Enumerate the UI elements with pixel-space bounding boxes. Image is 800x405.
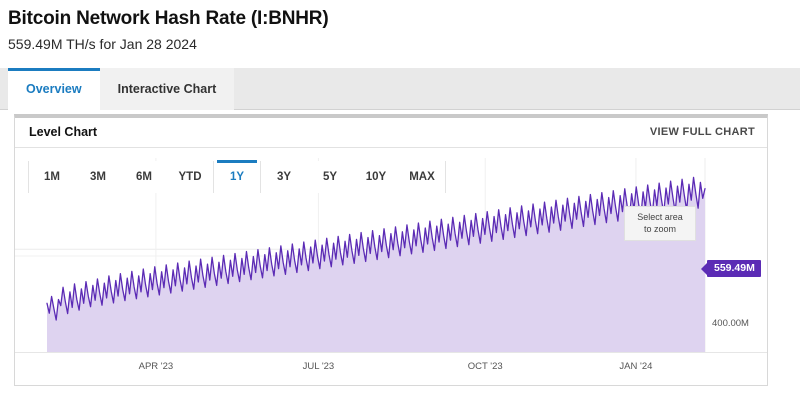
range-button-max-label: MAX <box>409 171 435 183</box>
range-button-6m[interactable]: 6M <box>121 161 167 193</box>
x-axis-tick-label: OCT '23 <box>467 361 503 372</box>
range-selector: 1M 3M 6M YTD 1Y 3Y 5Y 10Y MAX <box>28 160 446 193</box>
zoom-hint-line-2: to zoom <box>643 224 676 234</box>
hash-rate-area-chart <box>15 158 706 352</box>
view-full-chart-link[interactable]: VIEW FULL CHART <box>649 126 755 138</box>
x-axis-tick-label: APR '23 <box>138 361 174 372</box>
tab-overview[interactable]: Overview <box>8 68 100 110</box>
range-button-1m[interactable]: 1M <box>29 161 75 193</box>
range-button-ytd[interactable]: YTD <box>167 161 213 193</box>
range-button-ytd-label: YTD <box>178 171 202 183</box>
page-header: Bitcoin Network Hash Rate (I:BNHR) 559.4… <box>0 0 800 53</box>
level-chart-card: Level Chart VIEW FULL CHART APR '23 JUL '… <box>14 114 768 386</box>
range-button-10y-label: 10Y <box>365 171 387 183</box>
tab-interactive-chart[interactable]: Interactive Chart <box>99 68 235 110</box>
range-button-6m-label: 6M <box>136 171 152 183</box>
card-header: Level Chart VIEW FULL CHART <box>15 118 767 148</box>
range-button-3y-label: 3Y <box>276 171 292 183</box>
range-button-5y[interactable]: 5Y <box>307 161 353 193</box>
x-axis-tick-label: JAN '24 <box>619 361 653 372</box>
last-value-flag: 559.49M <box>701 260 761 277</box>
range-button-3m[interactable]: 3M <box>75 161 121 193</box>
chart-body: APR '23 JUL '23 OCT '23 JAN '24 400.00M 1M … <box>15 148 767 384</box>
tab-interactive-chart-label: Interactive Chart <box>117 82 217 96</box>
card-title: Level Chart <box>29 125 98 139</box>
select-area-to-zoom-tooltip: Select area to zoom <box>624 206 696 241</box>
zoom-hint-line-1: Select area <box>637 212 683 222</box>
x-axis: APR '23 JUL '23 OCT '23 JAN '24 <box>15 352 767 383</box>
range-button-3m-label: 3M <box>90 171 106 183</box>
chart-plot-area[interactable] <box>15 148 767 384</box>
tab-strip: Overview Interactive Chart <box>0 68 800 110</box>
quote-summary: 559.49M TH/s for Jan 28 2024 <box>8 36 197 52</box>
range-button-5y-label: 5Y <box>322 171 338 183</box>
range-button-1y-label: 1Y <box>229 171 245 183</box>
x-axis-tick-label: JUL '23 <box>302 361 335 372</box>
range-button-3y[interactable]: 3Y <box>261 161 307 193</box>
range-button-10y[interactable]: 10Y <box>353 161 399 193</box>
range-button-max[interactable]: MAX <box>399 161 445 193</box>
page-title: Bitcoin Network Hash Rate (I:BNHR) <box>8 8 329 29</box>
y-axis-tick-label: 400.00M <box>712 318 749 329</box>
tab-list: Overview Interactive Chart <box>8 68 235 110</box>
range-button-1m-label: 1M <box>44 171 60 183</box>
tab-overview-label: Overview <box>26 82 82 96</box>
range-button-1y[interactable]: 1Y <box>213 160 261 193</box>
